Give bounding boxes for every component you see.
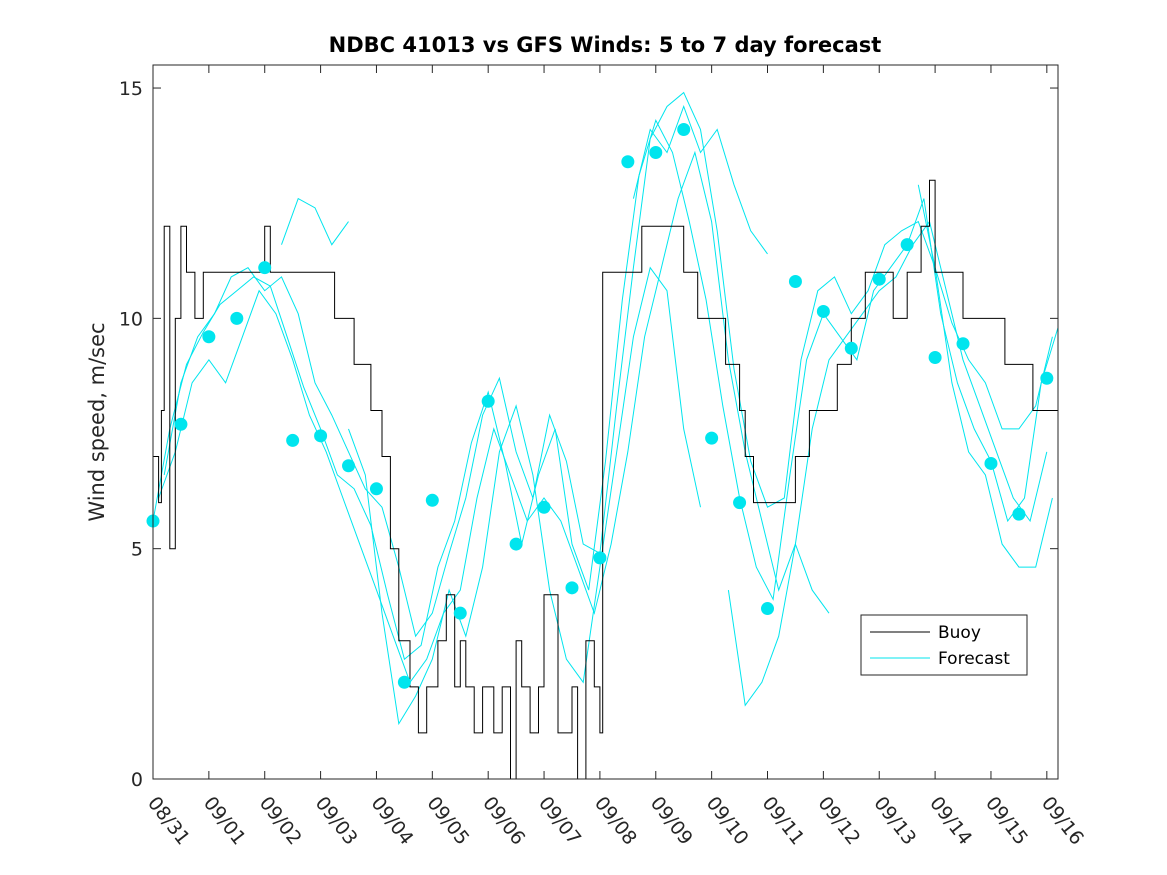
forecast-marker-31 [984, 456, 998, 470]
legend-forecast-label: Forecast [938, 649, 1010, 669]
buoy-series-group [153, 179, 1058, 780]
buoy-line [153, 179, 1058, 780]
forecast-marker-26 [844, 341, 858, 355]
forecast-line-7 [727, 542, 830, 707]
forecast-marker-6 [286, 433, 300, 447]
legend-buoy-label: Buoy [938, 623, 981, 643]
forecast-line-4 [281, 197, 349, 246]
forecast-marker-14 [509, 537, 523, 551]
forecast-marker-8 [342, 459, 356, 473]
forecast-marker-18 [621, 155, 635, 169]
plot-frame [152, 64, 1059, 780]
chart-title: NDBC 41013 vs GFS Winds: 5 to 7 day fore… [329, 33, 882, 57]
forecast-marker-7 [314, 429, 328, 443]
forecast-marker-4 [230, 311, 244, 325]
forecast-marker-17 [593, 551, 607, 565]
forecast-marker-21 [705, 431, 719, 445]
forecast-marker-16 [565, 581, 579, 595]
legend-box [860, 614, 1028, 676]
forecast-marker-28 [900, 238, 914, 252]
forecast-marker-2 [174, 417, 188, 431]
forecast-marker-32 [1012, 507, 1026, 521]
forecast-markers-group [146, 122, 1054, 689]
forecast-marker-5 [258, 261, 272, 275]
forecast-marker-12 [453, 606, 467, 620]
forecast-marker-24 [788, 275, 802, 289]
y-axis-label: Wind speed, m/sec [85, 322, 109, 521]
forecast-line-8 [917, 184, 1053, 568]
y-tick-label: 10 [119, 308, 143, 330]
forecast-marker-10 [397, 675, 411, 689]
legend: Buoy Forecast [860, 614, 1028, 676]
forecast-marker-11 [425, 493, 439, 507]
forecast-line-3 [163, 91, 1053, 638]
y-tick-label: 15 [119, 78, 143, 100]
forecast-marker-27 [872, 272, 886, 286]
forecast-marker-33 [1040, 371, 1054, 385]
forecast-marker-22 [733, 496, 747, 510]
forecast-line-5 [632, 105, 768, 255]
forecast-marker-20 [677, 122, 691, 136]
forecast-marker-19 [649, 146, 663, 160]
forecast-line-6 [348, 266, 701, 726]
y-tick-label: 5 [131, 539, 143, 561]
forecast-marker-3 [202, 330, 216, 344]
forecast-marker-13 [481, 394, 495, 408]
forecast-marker-23 [761, 602, 775, 616]
forecast-marker-15 [537, 500, 551, 514]
forecast-marker-30 [956, 337, 970, 351]
y-tick-label: 0 [131, 769, 143, 791]
forecast-marker-9 [369, 482, 383, 496]
y-axis-ticks: 0 5 10 15 [119, 78, 1058, 791]
forecast-marker-25 [816, 304, 830, 318]
forecast-marker-29 [928, 351, 942, 365]
